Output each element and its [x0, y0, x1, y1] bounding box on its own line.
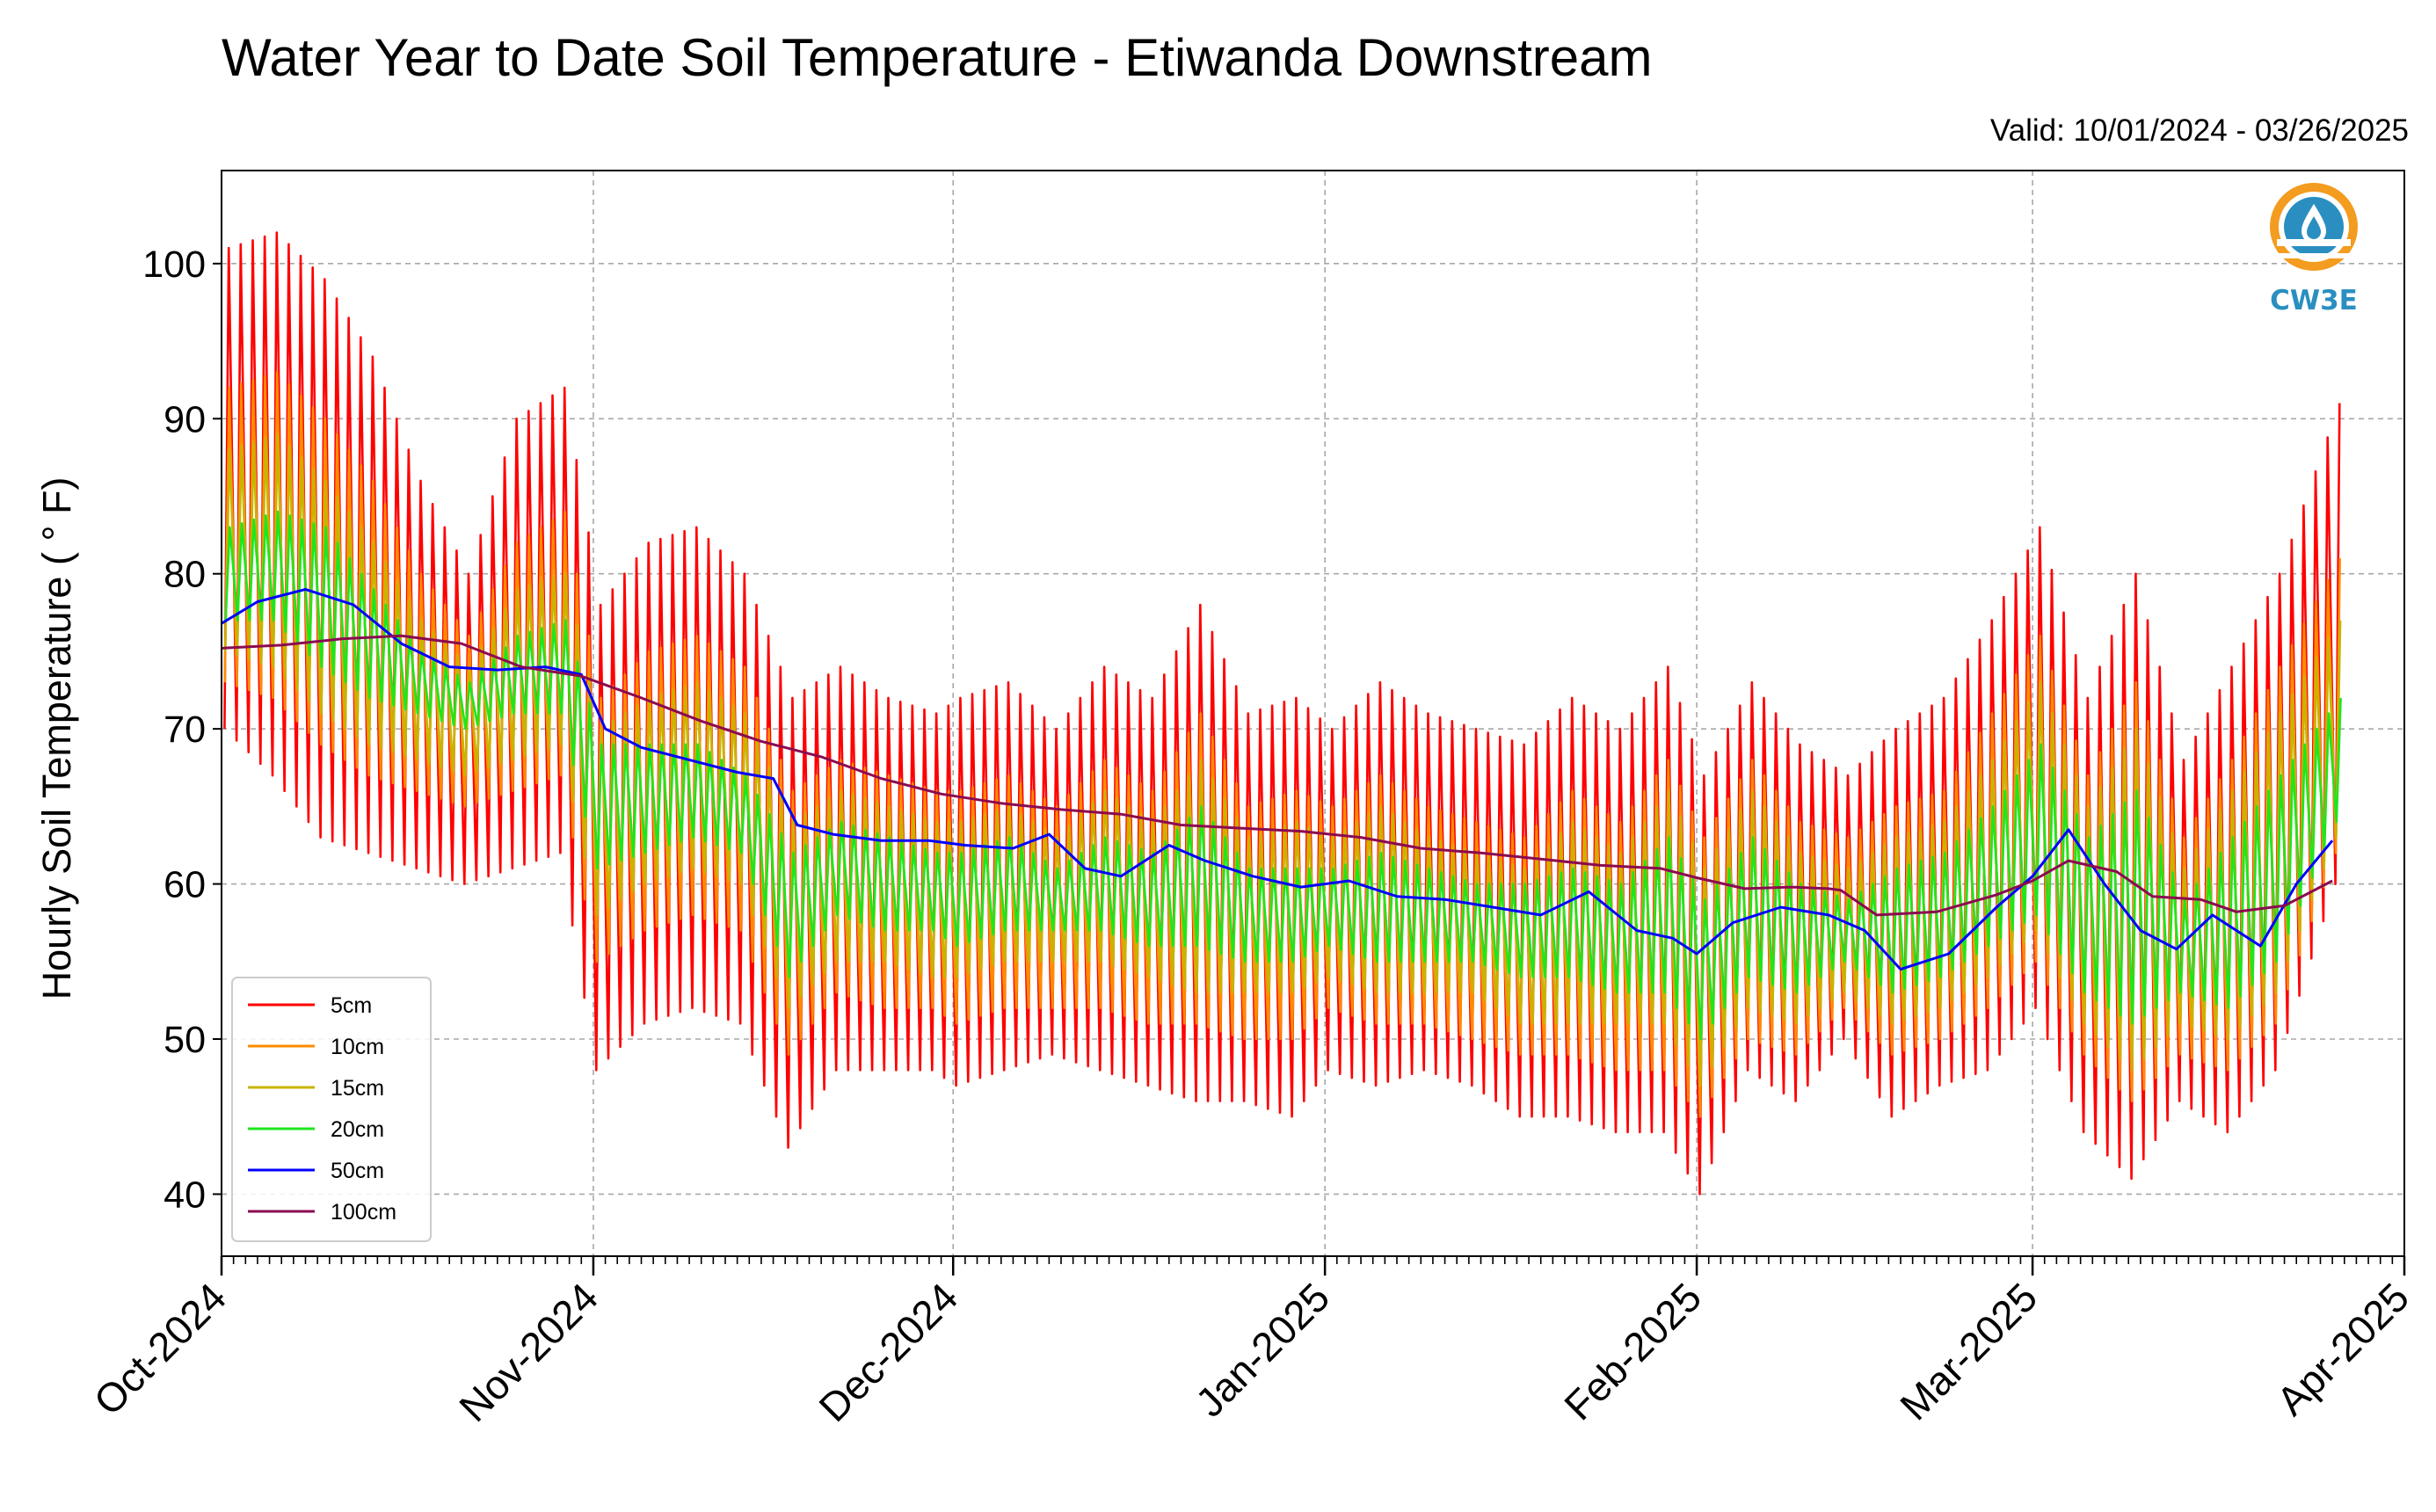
- y-tick-label: 90: [164, 398, 206, 440]
- y-tick-label: 50: [164, 1019, 206, 1061]
- logo-text: CW3E: [2270, 285, 2358, 316]
- x-tick-label: Mar-2025: [1891, 1274, 2046, 1428]
- y-tick-label: 60: [164, 864, 206, 906]
- cw3e-water-drop-icon: [2270, 183, 2358, 271]
- x-tick-label: Feb-2025: [1555, 1274, 1710, 1428]
- y-tick-label: 100: [142, 244, 206, 286]
- series-line-50cm: [222, 587, 2334, 971]
- legend-frame: [231, 977, 432, 1242]
- legend-label-100cm: 100cm: [331, 1200, 396, 1225]
- series-line-5cm: [223, 231, 2341, 1196]
- x-tick-label: Jan-2025: [1187, 1274, 1338, 1425]
- series-line-20cm: [224, 510, 2342, 1041]
- y-axis-label: Hourly Soil Temperature ( ° F): [34, 477, 79, 1000]
- x-tick-label: Oct-2024: [85, 1274, 236, 1424]
- y-tick-label: 70: [164, 709, 206, 751]
- legend-label-5cm: 5cm: [331, 993, 372, 1018]
- x-tick-label: Nov-2024: [450, 1274, 607, 1430]
- x-tick-label: Dec-2024: [810, 1274, 966, 1430]
- cw3e-logo: CW3E: [2270, 183, 2358, 316]
- y-tick-label: 80: [164, 554, 206, 596]
- legend-label-20cm: 20cm: [331, 1117, 384, 1142]
- legend-label-10cm: 10cm: [331, 1035, 384, 1059]
- legend-label-15cm: 15cm: [331, 1076, 384, 1101]
- series-layer: [222, 231, 2342, 1196]
- y-tick-label: 40: [164, 1174, 206, 1216]
- x-tick-label: Apr-2025: [2267, 1274, 2418, 1424]
- series-line-100cm: [222, 634, 2333, 917]
- chart-title: Water Year to Date Soil Temperature - Et…: [222, 28, 1652, 87]
- valid-range: Valid: 10/01/2024 - 03/26/2025: [1990, 113, 2409, 148]
- legend-label-50cm: 50cm: [331, 1159, 384, 1183]
- legend: 5cm 10cm 15cm 20cm 50cm 100cm: [231, 977, 432, 1242]
